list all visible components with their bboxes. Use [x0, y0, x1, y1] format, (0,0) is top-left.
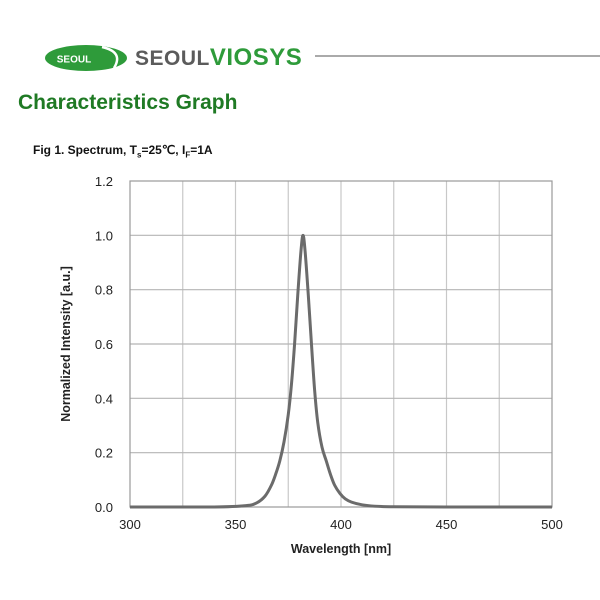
- x-tick-label: 400: [330, 517, 352, 532]
- y-tick-label: 0.8: [95, 283, 113, 298]
- spectrum-line: [129, 233, 553, 509]
- caption-part: =1A: [190, 143, 213, 157]
- caption-part: Fig 1. Spectrum, T: [33, 143, 138, 157]
- brand-name: SEOULVIOSYS: [135, 44, 302, 72]
- y-tick-label: 1.0: [95, 228, 113, 243]
- x-tick-label: 350: [225, 517, 247, 532]
- y-tick-label: 0.4: [95, 391, 113, 406]
- seoul-logo-icon: SEOUL: [45, 45, 127, 71]
- caption-subscript: s: [137, 150, 142, 160]
- brand-suffix: VIOSYS: [209, 44, 303, 71]
- brand-prefix: SEOUL: [135, 47, 210, 70]
- caption-part: =25℃, I: [141, 143, 186, 157]
- plot-frame: [129, 180, 553, 508]
- header-divider: [315, 55, 600, 57]
- x-axis-ticks: 300 350 400 450 500: [119, 517, 563, 532]
- x-tick-label: 450: [436, 517, 458, 532]
- chart-grid: [130, 181, 552, 507]
- caption-subscript: F: [185, 150, 191, 160]
- x-tick-label: 300: [119, 517, 141, 532]
- y-tick-label: 0.0: [95, 500, 113, 515]
- y-tick-label: 0.2: [95, 446, 113, 461]
- y-axis-label: Normalized Intensity [a.u.]: [59, 266, 73, 422]
- section-title: Characteristics Graph: [18, 91, 238, 114]
- x-axis-label: Wavelength [nm]: [291, 542, 391, 556]
- y-tick-label: 1.2: [95, 174, 113, 189]
- logo-badge-text: SEOUL: [57, 55, 91, 66]
- y-tick-label: 0.6: [95, 337, 113, 352]
- x-tick-label: 500: [541, 517, 563, 532]
- figure-caption: Fig 1. Spectrum, Ts=25℃, IF=1A: [33, 143, 213, 159]
- y-axis-ticks: 0.0 0.2 0.4 0.6 0.8 1.0 1.2: [95, 174, 113, 515]
